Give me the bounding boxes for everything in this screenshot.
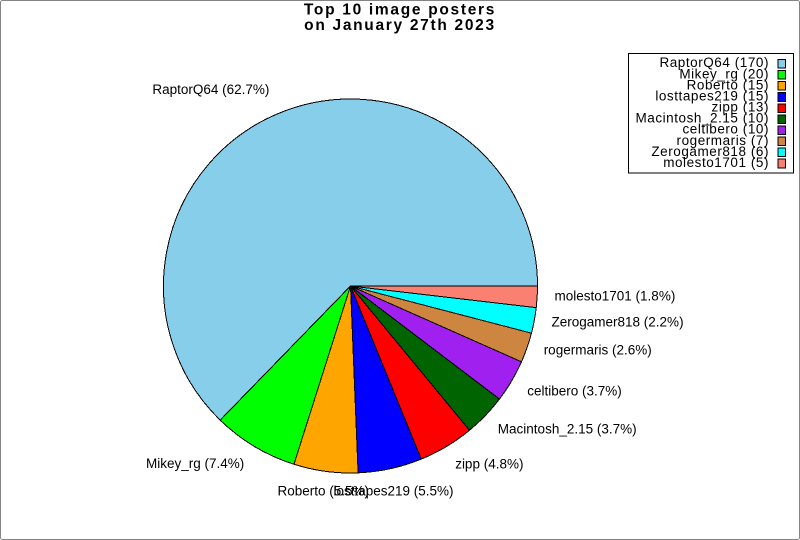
svg-text:Macintosh_2.15 (3.7%): Macintosh_2.15 (3.7%) bbox=[498, 422, 637, 437]
svg-text:Mikey_rg (20): Mikey_rg (20) bbox=[679, 66, 769, 81]
svg-text:molesto1701 (5): molesto1701 (5) bbox=[663, 155, 769, 170]
svg-text:Zerogamer818 (6): Zerogamer818 (6) bbox=[651, 144, 769, 159]
svg-text:on January 27th 2023: on January 27th 2023 bbox=[304, 17, 496, 34]
svg-text:Top 10 image posters: Top 10 image posters bbox=[304, 2, 496, 19]
svg-text:zipp (4.8%): zipp (4.8%) bbox=[455, 457, 523, 472]
svg-text:rogermaris (2.6%): rogermaris (2.6%) bbox=[544, 343, 652, 358]
svg-text:rogermaris (7): rogermaris (7) bbox=[677, 133, 769, 148]
svg-text:losttapes219 (15): losttapes219 (15) bbox=[655, 88, 769, 103]
svg-text:celtibero (10): celtibero (10) bbox=[683, 122, 770, 137]
svg-text:RaptorQ64 (62.7%): RaptorQ64 (62.7%) bbox=[152, 82, 269, 97]
svg-text:zipp (13): zipp (13) bbox=[712, 100, 769, 115]
svg-text:losttapes219 (5.5%): losttapes219 (5.5%) bbox=[333, 483, 453, 498]
svg-text:Macintosh_2.15 (10): Macintosh_2.15 (10) bbox=[635, 111, 769, 126]
svg-text:molesto1701 (1.8%): molesto1701 (1.8%) bbox=[555, 288, 676, 303]
svg-text:RaptorQ64 (170): RaptorQ64 (170) bbox=[659, 55, 769, 70]
svg-text:Roberto (15): Roberto (15) bbox=[687, 77, 769, 92]
svg-text:Zerogamer818 (2.2%): Zerogamer818 (2.2%) bbox=[552, 314, 684, 329]
svg-text:celtibero (3.7%): celtibero (3.7%) bbox=[527, 384, 622, 399]
svg-text:Mikey_rg (7.4%): Mikey_rg (7.4%) bbox=[146, 456, 244, 471]
svg-text:Roberto (5.5%): Roberto (5.5%) bbox=[278, 483, 370, 498]
